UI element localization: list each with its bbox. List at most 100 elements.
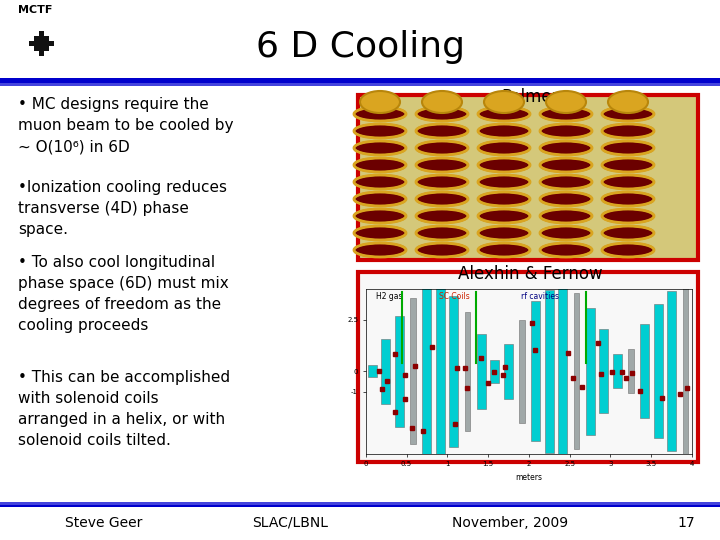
Ellipse shape bbox=[602, 141, 654, 155]
Bar bbox=[39, 36, 44, 41]
Ellipse shape bbox=[478, 158, 530, 172]
Ellipse shape bbox=[478, 107, 530, 121]
Ellipse shape bbox=[484, 91, 524, 113]
Bar bbox=[599, 329, 608, 414]
Bar bbox=[410, 298, 416, 444]
Text: • This can be accomplished
with solenoid coils
arranged in a helix, or with
sole: • This can be accomplished with solenoid… bbox=[18, 370, 230, 448]
Text: • To also cool longitudinal
phase space (6D) must mix
degrees of freedom as the
: • To also cool longitudinal phase space … bbox=[18, 255, 229, 333]
Text: • MC designs require the
muon beam to be cooled by
~ O(10⁶) in 6D: • MC designs require the muon beam to be… bbox=[18, 97, 233, 154]
Bar bbox=[34, 41, 39, 46]
Ellipse shape bbox=[416, 226, 468, 240]
Text: 17: 17 bbox=[678, 516, 695, 530]
Ellipse shape bbox=[354, 243, 406, 257]
Bar bbox=[39, 31, 44, 36]
Bar bbox=[382, 339, 390, 403]
Ellipse shape bbox=[602, 192, 654, 206]
Bar bbox=[464, 312, 470, 431]
Ellipse shape bbox=[608, 91, 648, 113]
Ellipse shape bbox=[416, 141, 468, 155]
Bar bbox=[640, 325, 649, 418]
Bar bbox=[39, 51, 44, 56]
Ellipse shape bbox=[540, 209, 592, 223]
Ellipse shape bbox=[602, 175, 654, 189]
Bar bbox=[0, 505, 720, 540]
Bar bbox=[34, 36, 39, 41]
Ellipse shape bbox=[540, 175, 592, 189]
Text: Alexhin & Fernow: Alexhin & Fernow bbox=[458, 265, 603, 283]
Bar bbox=[449, 295, 459, 447]
Ellipse shape bbox=[478, 192, 530, 206]
Text: SLAC/LBNL: SLAC/LBNL bbox=[252, 516, 328, 530]
Bar bbox=[585, 308, 595, 435]
Ellipse shape bbox=[416, 124, 468, 138]
Ellipse shape bbox=[354, 175, 406, 189]
Ellipse shape bbox=[416, 107, 468, 121]
Bar bbox=[29, 41, 34, 46]
Ellipse shape bbox=[416, 243, 468, 257]
Bar bbox=[49, 41, 54, 46]
Ellipse shape bbox=[478, 141, 530, 155]
Bar bbox=[44, 46, 49, 51]
Ellipse shape bbox=[360, 91, 400, 113]
Bar bbox=[545, 290, 554, 453]
Bar bbox=[34, 46, 39, 51]
Ellipse shape bbox=[602, 226, 654, 240]
Bar bbox=[477, 334, 486, 409]
Ellipse shape bbox=[478, 243, 530, 257]
Ellipse shape bbox=[416, 209, 468, 223]
Text: MCTF: MCTF bbox=[18, 5, 53, 15]
Ellipse shape bbox=[602, 158, 654, 172]
Ellipse shape bbox=[602, 107, 654, 121]
Bar bbox=[0, 0, 720, 80]
Bar bbox=[44, 36, 49, 41]
Ellipse shape bbox=[478, 124, 530, 138]
Bar bbox=[654, 305, 662, 438]
Bar bbox=[574, 293, 580, 449]
Bar bbox=[358, 95, 698, 260]
Bar bbox=[504, 344, 513, 399]
Bar bbox=[667, 292, 676, 451]
Ellipse shape bbox=[546, 91, 586, 113]
Bar bbox=[683, 287, 688, 456]
Ellipse shape bbox=[478, 209, 530, 223]
Bar bbox=[422, 288, 431, 454]
Bar bbox=[0, 502, 720, 507]
Text: November, 2009: November, 2009 bbox=[452, 516, 568, 530]
Ellipse shape bbox=[540, 192, 592, 206]
Text: Steve Geer: Steve Geer bbox=[65, 516, 143, 530]
Ellipse shape bbox=[478, 175, 530, 189]
Text: •Ionization cooling reduces
transverse (4D) phase
space.: •Ionization cooling reduces transverse (… bbox=[18, 180, 227, 237]
Ellipse shape bbox=[602, 124, 654, 138]
Ellipse shape bbox=[354, 158, 406, 172]
Bar bbox=[0, 78, 720, 84]
Ellipse shape bbox=[540, 243, 592, 257]
Bar bbox=[519, 320, 525, 422]
Ellipse shape bbox=[354, 192, 406, 206]
Bar bbox=[559, 287, 567, 455]
Ellipse shape bbox=[354, 209, 406, 223]
Bar bbox=[39, 46, 44, 51]
Bar bbox=[628, 349, 634, 393]
Ellipse shape bbox=[540, 141, 592, 155]
Ellipse shape bbox=[602, 243, 654, 257]
Ellipse shape bbox=[540, 124, 592, 138]
Ellipse shape bbox=[354, 141, 406, 155]
Bar bbox=[490, 360, 499, 383]
Bar bbox=[0, 83, 720, 86]
Bar bbox=[358, 272, 698, 462]
Bar bbox=[44, 41, 49, 46]
Ellipse shape bbox=[422, 91, 462, 113]
Ellipse shape bbox=[416, 192, 468, 206]
Bar bbox=[0, 502, 720, 505]
X-axis label: meters: meters bbox=[516, 473, 542, 482]
Text: SC Coils: SC Coils bbox=[439, 292, 470, 301]
Ellipse shape bbox=[478, 226, 530, 240]
Bar bbox=[39, 41, 44, 46]
Bar bbox=[395, 316, 404, 427]
Text: rf cavities: rf cavities bbox=[521, 292, 559, 301]
Text: Palmer: Palmer bbox=[501, 88, 559, 106]
Bar bbox=[436, 288, 445, 455]
Ellipse shape bbox=[540, 107, 592, 121]
Ellipse shape bbox=[540, 226, 592, 240]
Ellipse shape bbox=[602, 209, 654, 223]
